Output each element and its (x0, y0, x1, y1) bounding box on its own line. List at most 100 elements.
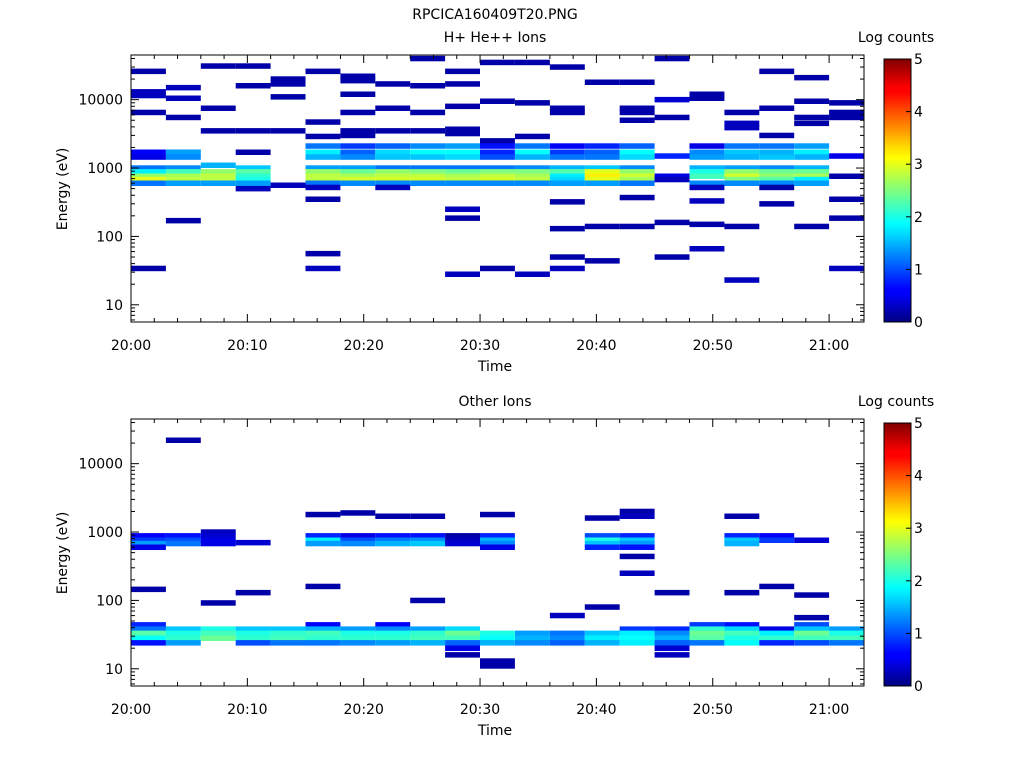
spectrogram-cell (829, 635, 864, 641)
spectrogram-cell (305, 533, 341, 539)
spectrogram-cell (131, 149, 166, 155)
x-tick-label: 21:00 (809, 702, 849, 718)
spectrogram-cell (480, 98, 515, 104)
spectrogram-cell (305, 176, 341, 183)
spectrogram-cell (584, 154, 620, 160)
spectrogram-cell (689, 246, 725, 252)
spectrogram-cell (584, 258, 620, 264)
spectrogram-cell (654, 635, 690, 641)
y-axis-label: Energy (eV) (55, 512, 71, 595)
spectrogram-cell (724, 533, 760, 539)
spectrogram-cell (305, 165, 341, 171)
spectrogram-cell (235, 176, 271, 183)
colorbar-tick-label: 4 (914, 105, 923, 121)
spectrogram-cell (724, 154, 760, 160)
spectrogram-cell (759, 537, 795, 543)
spectrogram-cell (305, 184, 341, 191)
spectrogram-cell (724, 176, 760, 183)
spectrogram-cell (375, 173, 411, 179)
spectrogram-cell (794, 120, 830, 127)
spectrogram-cell (340, 540, 376, 547)
spectrogram-cell (235, 149, 271, 155)
spectrogram-cell (445, 630, 480, 637)
spectrogram-cell (235, 630, 271, 637)
spectrogram-cell (549, 173, 585, 179)
spectrogram-cell (689, 198, 725, 204)
spectrogram-cell (235, 185, 271, 192)
spectrogram-cell (654, 96, 690, 103)
spectrogram-cell (829, 640, 864, 646)
x-axis-label: Time (477, 723, 512, 739)
spectrogram-cell (829, 626, 864, 632)
spectrogram-cell (654, 626, 690, 632)
spectrogram-cell (270, 635, 306, 641)
spectrogram-cell (305, 180, 341, 186)
spectrogram-cell (305, 635, 341, 641)
x-axis-ticks: 20:00 20:10 20:20 20:30 20:40 20:50 21:00 (111, 55, 853, 354)
spectrogram-cell (759, 184, 795, 191)
spectrogram-cell (375, 176, 411, 183)
spectrogram-cell (375, 513, 411, 519)
spectrogram-cell (619, 143, 655, 149)
spectrogram-cell (165, 640, 201, 646)
spectrogram-cell (200, 169, 236, 175)
spectrogram-cell (131, 165, 166, 171)
spectrogram-cell (410, 55, 446, 62)
spectrogram-cell (619, 626, 655, 632)
spectrogram-cell (410, 109, 446, 116)
spectrogram-cell (131, 89, 166, 95)
spectrogram-cell (549, 165, 585, 171)
spectrogram-cell (375, 630, 411, 637)
spectrogram-cell (549, 225, 585, 232)
spectrogram-cell (200, 180, 236, 186)
spectrogram-cell (480, 180, 515, 186)
spectrogram-cell (759, 154, 795, 160)
spectrogram-cell (619, 640, 655, 646)
spectrogram-cell (794, 592, 830, 598)
spectrogram-cell (410, 83, 446, 89)
spectrogram-cell (165, 165, 201, 171)
spectrogram-cell (549, 64, 585, 70)
spectrogram-cell (619, 180, 655, 186)
colorbar-tick-label: 3 (914, 521, 923, 537)
panel-title: Other Ions (458, 394, 531, 410)
spectrogram-cell (270, 94, 306, 100)
spectrogram-cell (305, 540, 341, 547)
spectrogram-cell (794, 143, 830, 149)
spectrogram-cell (165, 84, 201, 91)
colorbar-tick-label: 3 (914, 157, 923, 173)
spectrogram-cell (549, 180, 585, 186)
spectrogram-cell (305, 630, 341, 637)
spectrogram-cell (445, 215, 480, 221)
spectrogram-cell (445, 173, 480, 179)
spectrogram-cell (305, 133, 341, 140)
spectrogram-cell (689, 165, 725, 171)
spectrogram-cell (689, 180, 725, 186)
spectrogram-cell (165, 217, 201, 224)
spectrogram-cell (584, 604, 620, 610)
spectrogram-cell (759, 635, 795, 641)
spectrogram-cell (235, 165, 271, 171)
spectrogram-cell (724, 180, 760, 186)
spectrogram-cell (794, 626, 830, 632)
spectrogram-cell (480, 544, 515, 550)
spectrogram-cell (131, 176, 166, 183)
colorbar-ticks: 0 1 2 3 4 5 (906, 416, 923, 695)
y-axis-label: Energy (eV) (55, 148, 71, 231)
spectrogram-cell (549, 612, 585, 619)
spectrogram-cell (305, 173, 341, 179)
spectrogram-cell (270, 81, 306, 87)
colorbar-tick-label: 0 (914, 315, 923, 331)
y-tick-label: 10000 (78, 457, 123, 473)
spectrogram-cell (480, 635, 515, 641)
x-tick-label: 20:20 (344, 702, 384, 718)
spectrogram-cell (375, 165, 411, 171)
spectrogram-cell (759, 630, 795, 637)
spectrogram-cell (515, 630, 550, 637)
spectrogram-cell (305, 149, 341, 155)
spectrogram-cell (584, 180, 620, 186)
x-tick-label: 20:40 (576, 702, 616, 718)
spectrogram-cell (654, 176, 690, 183)
